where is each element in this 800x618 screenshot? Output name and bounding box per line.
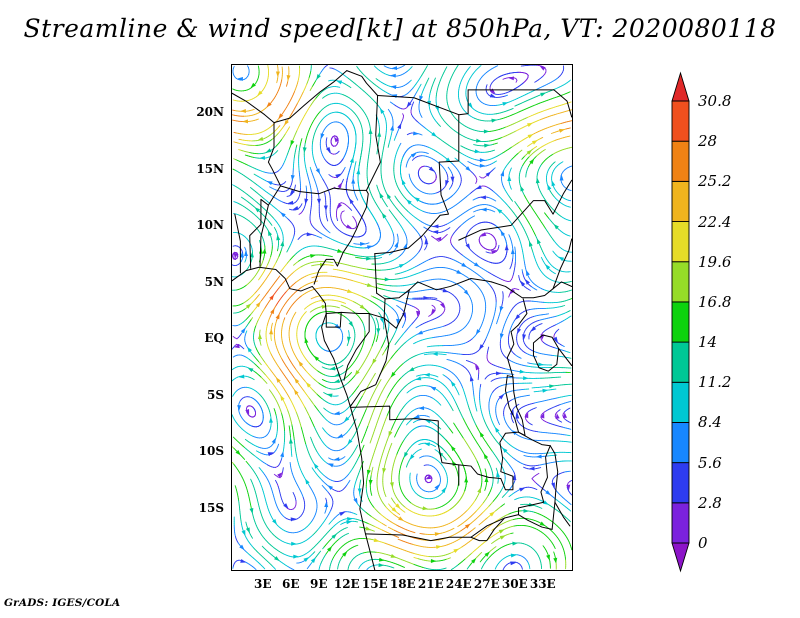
colorbar-tick-label: 30.8: [698, 92, 732, 110]
colorbar-segment: [671, 301, 690, 343]
streamline-map-canvas: [232, 65, 572, 570]
colorbar-arrow-top: [671, 71, 690, 102]
x-axis-tick-label: 24E: [445, 577, 472, 591]
x-axis-tick-label: 30E: [501, 577, 528, 591]
colorbar-segment: [671, 341, 690, 383]
colorbar-tick-label: 14: [698, 333, 718, 352]
x-axis-tick-label: 9E: [310, 577, 328, 591]
chart-title: Streamline & wind speed[kt] at 850hPa, V…: [23, 14, 777, 43]
colorbar-tick-label: 19.6: [698, 252, 732, 271]
y-axis-tick-label: 20N: [196, 105, 224, 120]
x-axis-tick-label: 6E: [282, 577, 300, 591]
x-axis-tick-label: 12E: [333, 577, 360, 591]
grads-credit: GrADS: IGES/COLA: [4, 597, 121, 609]
y-axis-tick-label: 5N: [204, 274, 224, 289]
colorbar-tick-label: 22.4: [698, 212, 732, 231]
colorbar-tick-label: 8.4: [698, 413, 722, 432]
x-axis-tick-label: 18E: [389, 577, 416, 591]
y-axis-tick-label: 5S: [206, 387, 224, 402]
x-axis-tick-label: 33E: [529, 577, 556, 591]
colorbar-tick-label: 16.8: [698, 292, 732, 311]
colorbar-scale: [671, 71, 690, 573]
colorbar-segment: [671, 462, 690, 504]
y-axis-tick-label: 10S: [198, 444, 224, 459]
colorbar-segment: [671, 381, 690, 423]
colorbar-segment: [671, 100, 690, 142]
x-axis-tick-label: 15E: [361, 577, 388, 591]
y-axis-tick-label: 15S: [198, 500, 224, 515]
colorbar-tick-label: 0: [698, 534, 708, 552]
x-axis-tick-label: 3E: [254, 577, 272, 591]
colorbar-segment: [671, 140, 690, 182]
y-axis-tick-label: EQ: [204, 331, 224, 346]
colorbar-tick-label: 5.6: [698, 453, 722, 472]
y-axis-tick-label: 15N: [196, 161, 224, 176]
colorbar-segment: [671, 261, 690, 303]
colorbar-segment: [671, 422, 690, 464]
colorbar-segment: [671, 221, 690, 263]
colorbar-tick-label: 11.2: [698, 373, 732, 392]
colorbar-tick-label: 28: [698, 132, 718, 151]
y-axis-tick-label: 10N: [196, 218, 224, 233]
x-axis-tick-label: 27E: [473, 577, 500, 591]
colorbar-tick-label: 25.2: [698, 172, 732, 191]
colorbar-tick-label: 2.8: [698, 493, 722, 512]
colorbar-segment: [671, 502, 690, 544]
x-axis-tick-label: 21E: [417, 577, 444, 591]
colorbar-arrow-bottom: [671, 542, 690, 573]
colorbar-segment: [671, 180, 690, 222]
